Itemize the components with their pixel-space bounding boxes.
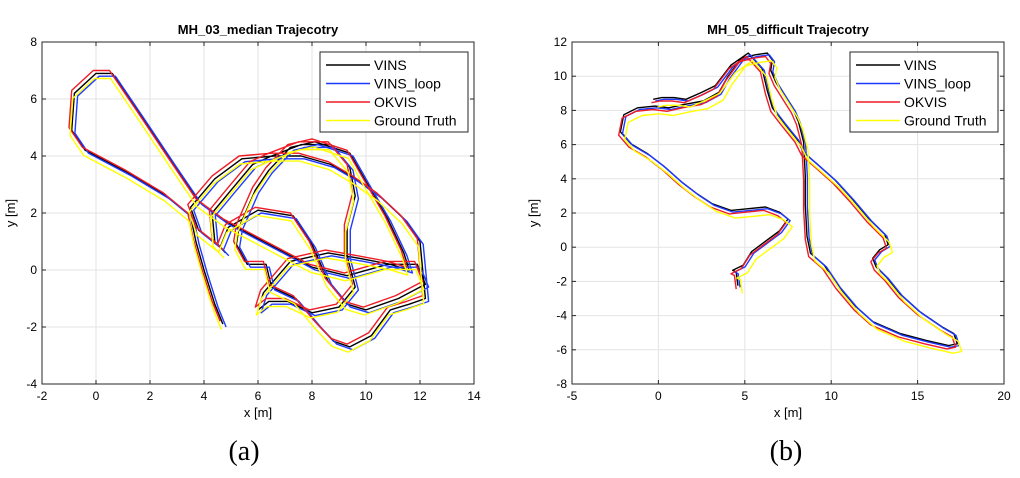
x-tick-label: 10 (825, 389, 839, 403)
x-tick-label: 0 (93, 389, 100, 403)
chart-title: MH_05_difficult Trajecotry (707, 22, 870, 37)
series-line-okvis (68, 69, 424, 345)
legend-label: OKVIS (904, 94, 947, 110)
x-tick-label: 10 (359, 389, 373, 403)
x-tick-label: 20 (997, 389, 1011, 403)
x-tick-label: 15 (911, 389, 925, 403)
x-tick-label: 6 (255, 389, 262, 403)
y-axis-label: y [m] (3, 199, 18, 227)
x-axis-label: x [m] (774, 405, 802, 420)
series-line-ground-truth (623, 60, 963, 354)
y-tick-label: 8 (30, 35, 37, 49)
y-axis-label: y [m] (526, 199, 541, 227)
chart-title: MH_03_median Trajecotry (178, 22, 339, 37)
y-tick-label: 4 (30, 149, 37, 163)
y-tick-label: -8 (556, 377, 567, 391)
legend-label: VINS (904, 57, 937, 73)
y-tick-label: 12 (554, 35, 568, 49)
x-tick-label: 2 (147, 389, 154, 403)
trajectory-chart-b: -5 0 5 10 15 20 -8 -6 -4 -2 0 2 4 6 8 10 12 MH_05_difficu… (526, 22, 1011, 420)
y-tick-label: 0 (30, 263, 37, 277)
legend-label: OKVIS (374, 94, 417, 110)
x-tick-label: -5 (567, 389, 578, 403)
x-tick-label: 14 (467, 389, 481, 403)
legend-label: VINS_loop (904, 76, 971, 92)
x-tick-label: 5 (741, 389, 748, 403)
legend: VINS VINS_loop OKVIS Ground Truth (849, 51, 999, 133)
x-tick-label: -2 (37, 389, 48, 403)
y-tick-label: -2 (26, 320, 37, 334)
legend-label: Ground Truth (904, 113, 987, 129)
legend-label: VINS (374, 57, 407, 73)
x-tick-label: 4 (201, 389, 208, 403)
series-line-ground-truth (69, 77, 425, 353)
x-tick-label: 0 (655, 389, 662, 403)
y-tick-label: 4 (560, 172, 567, 186)
y-tick-label: 6 (30, 92, 37, 106)
x-tick-label: 12 (413, 389, 427, 403)
x-tick-label: 8 (309, 389, 316, 403)
y-tick-label: 8 (560, 103, 567, 117)
y-tick-label: 0 (560, 240, 567, 254)
legend-label: VINS_loop (374, 76, 441, 92)
y-tick-label: 2 (560, 206, 567, 220)
x-axis-label: x [m] (244, 405, 272, 420)
y-tick-label: -4 (556, 309, 567, 323)
y-tick-label: 10 (554, 69, 568, 83)
y-tick-label: -6 (556, 343, 567, 357)
y-tick-label: 2 (30, 206, 37, 220)
y-tick-label: -4 (26, 377, 37, 391)
y-tick-label: -2 (556, 274, 567, 288)
legend: VINS VINS_loop OKVIS Ground Truth (319, 51, 469, 133)
y-tick-label: 6 (560, 138, 567, 152)
caption-a: (a) (228, 436, 260, 467)
legend-label: Ground Truth (374, 113, 457, 129)
caption-b: (b) (769, 436, 803, 467)
